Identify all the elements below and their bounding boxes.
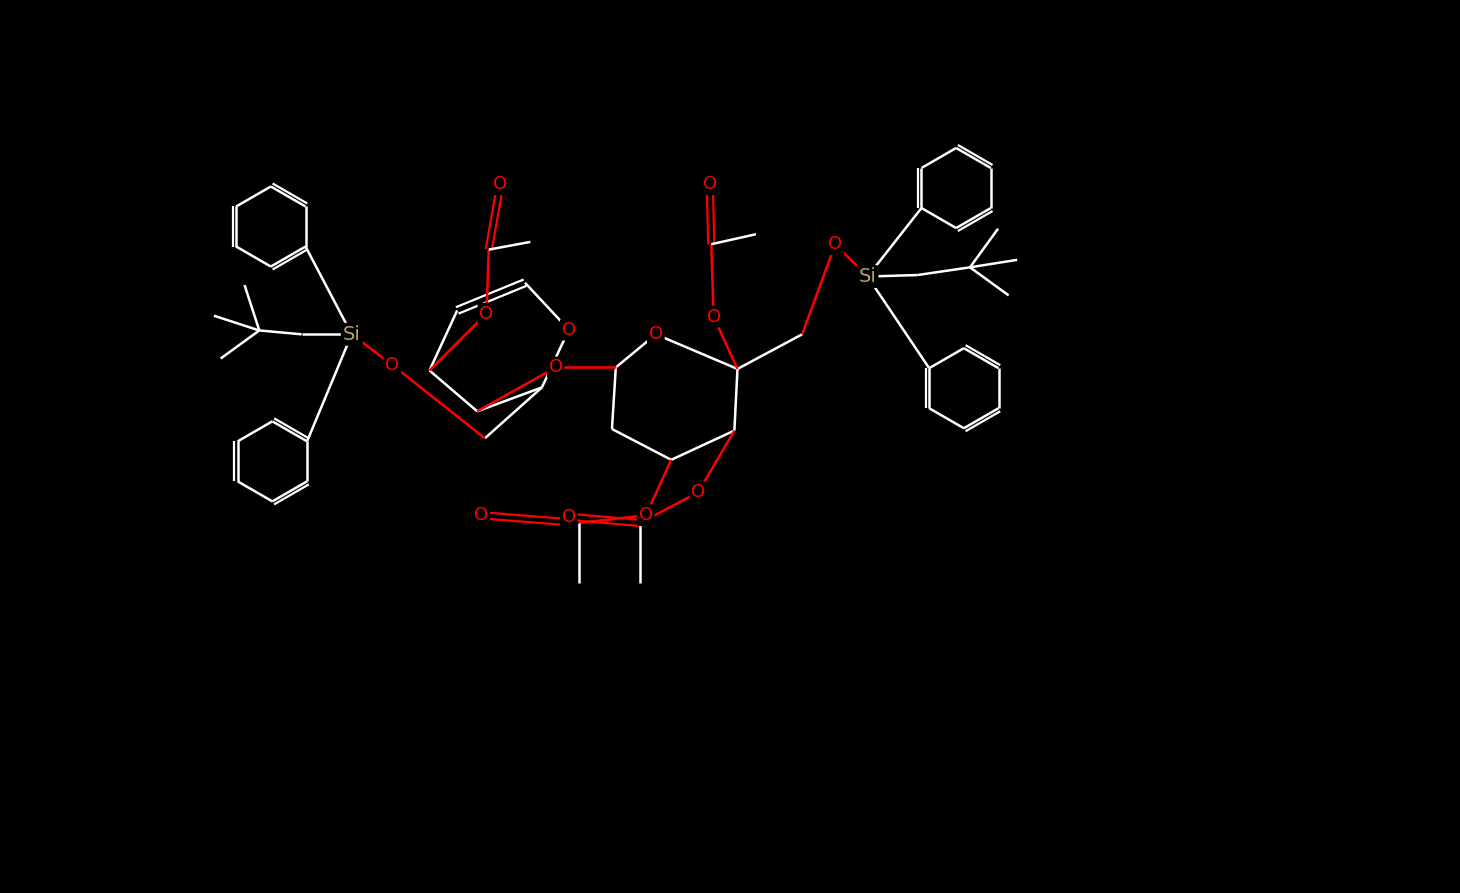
Text: Si: Si — [858, 267, 876, 286]
Text: O: O — [702, 175, 717, 193]
Text: O: O — [474, 506, 488, 524]
Text: O: O — [493, 175, 508, 193]
Text: O: O — [479, 305, 493, 322]
Text: O: O — [648, 325, 663, 343]
Text: O: O — [707, 307, 721, 326]
Text: O: O — [828, 235, 842, 254]
Text: O: O — [639, 506, 653, 524]
Text: O: O — [691, 483, 705, 501]
Text: O: O — [562, 508, 575, 526]
Text: Si: Si — [343, 325, 361, 344]
Text: O: O — [385, 356, 400, 374]
Text: O: O — [549, 358, 562, 377]
Text: O: O — [562, 321, 575, 338]
